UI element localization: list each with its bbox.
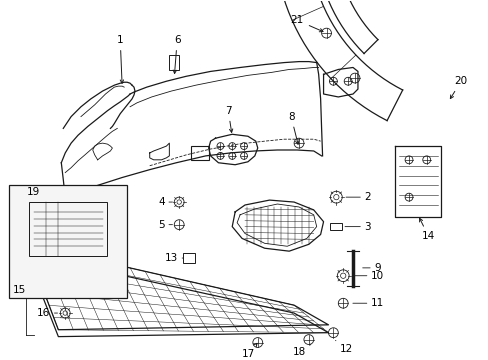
- Text: 20: 20: [449, 76, 467, 99]
- Text: 13: 13: [164, 253, 183, 263]
- Text: 11: 11: [352, 298, 384, 308]
- Text: 7: 7: [224, 106, 232, 132]
- Text: 3: 3: [345, 222, 370, 231]
- Text: 6: 6: [173, 35, 180, 73]
- Bar: [330, 223, 342, 230]
- Bar: [191, 146, 208, 160]
- Text: 19: 19: [27, 187, 41, 197]
- Text: 21: 21: [290, 15, 322, 32]
- Text: 17: 17: [241, 343, 257, 359]
- Text: 18: 18: [292, 345, 310, 357]
- Text: 9: 9: [362, 263, 380, 273]
- Text: 12: 12: [335, 341, 352, 354]
- Text: 2: 2: [346, 192, 370, 202]
- Bar: [29, 202, 107, 256]
- Text: 15: 15: [12, 285, 26, 296]
- Bar: [182, 253, 195, 263]
- Bar: [18, 251, 26, 257]
- Bar: [169, 55, 179, 70]
- Bar: [9, 185, 127, 298]
- Text: 4: 4: [158, 197, 172, 207]
- Text: 16: 16: [37, 308, 58, 318]
- Text: 8: 8: [287, 112, 298, 144]
- Text: 14: 14: [419, 218, 434, 242]
- Text: 1: 1: [117, 35, 123, 83]
- Text: 10: 10: [352, 271, 384, 281]
- Text: 5: 5: [158, 220, 172, 230]
